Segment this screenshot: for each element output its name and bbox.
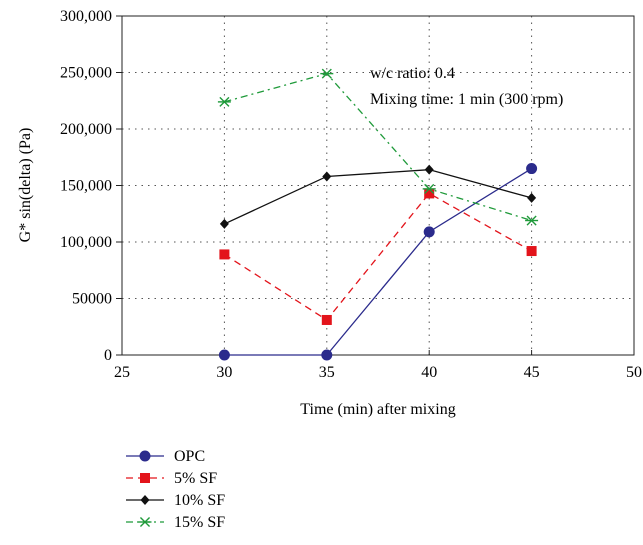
legend-label: 10% SF — [174, 492, 225, 509]
legend-marker — [140, 495, 150, 505]
legend-label: OPC — [174, 448, 205, 465]
data-point-opc — [218, 349, 230, 361]
y-axis-label: G* sin(delta) (Pa) — [17, 128, 34, 243]
data-point-10pct-sf — [219, 218, 229, 229]
series-line-5pct-sf — [224, 192, 532, 321]
legend: OPC 5% SF 10% SF 15% SF — [126, 448, 225, 531]
data-point-opc — [423, 226, 435, 238]
series-line-opc — [224, 167, 532, 356]
series-10pct-sf — [219, 164, 537, 229]
data-point-10pct-sf — [527, 192, 537, 203]
data-point-15pct-sf — [422, 183, 436, 194]
x-tick-label: 30 — [216, 364, 232, 381]
legend-item-5pct-sf: 5% SF — [126, 470, 217, 487]
annotation-wc-ratio: w/c ratio: 0.4 — [370, 65, 455, 82]
series-layer — [217, 68, 539, 361]
y-tick-label: 250,000 — [60, 65, 112, 82]
y-tick-label: 0 — [104, 347, 112, 364]
y-tick-label: 300,000 — [60, 8, 112, 25]
legend-item-10pct-sf: 10% SF — [126, 492, 225, 509]
legend-item-opc: OPC — [126, 448, 205, 465]
legend-marker — [139, 450, 151, 462]
legend-item-15pct-sf: 15% SF — [126, 514, 225, 531]
x-tick-label: 45 — [524, 364, 540, 381]
legend-label: 15% SF — [174, 514, 225, 531]
grid — [122, 16, 634, 355]
x-tick-label: 35 — [319, 364, 335, 381]
data-point-15pct-sf — [525, 215, 539, 226]
x-tick-label: 50 — [626, 364, 642, 381]
x-axis: 25 30 35 40 45 50 — [114, 350, 642, 381]
x-tick-label: 40 — [421, 364, 437, 381]
series-5pct-sf — [219, 188, 537, 325]
data-point-5pct-sf — [321, 314, 332, 325]
y-tick-label: 200,000 — [60, 121, 112, 138]
x-axis-label: Time (min) after mixing — [300, 401, 455, 418]
data-point-10pct-sf — [424, 164, 434, 175]
data-point-15pct-sf — [217, 96, 231, 107]
series-15pct-sf — [217, 68, 539, 226]
data-point-5pct-sf — [219, 249, 230, 260]
data-point-5pct-sf — [424, 188, 435, 199]
data-point-opc — [321, 349, 333, 361]
data-point-5pct-sf — [526, 246, 537, 257]
legend-label: 5% SF — [174, 470, 217, 487]
data-point-15pct-sf — [320, 68, 334, 79]
annotation-mixing-time: Mixing time: 1 min (300 rpm) — [370, 91, 563, 108]
data-point-opc — [526, 163, 538, 175]
y-axis: 0 50000 100,000 150,000 200,000 250,000 300,00… — [60, 8, 122, 364]
y-tick-label: 50000 — [72, 291, 112, 308]
legend-marker — [138, 516, 152, 528]
series-line-15pct-sf — [224, 72, 532, 222]
series-opc — [218, 163, 538, 361]
series-line-10pct-sf — [224, 169, 532, 225]
data-point-10pct-sf — [322, 171, 332, 182]
legend-marker — [140, 473, 150, 483]
y-tick-label: 150,000 — [60, 178, 112, 195]
x-tick-label: 25 — [114, 364, 130, 381]
y-tick-label: 100,000 — [60, 234, 112, 251]
